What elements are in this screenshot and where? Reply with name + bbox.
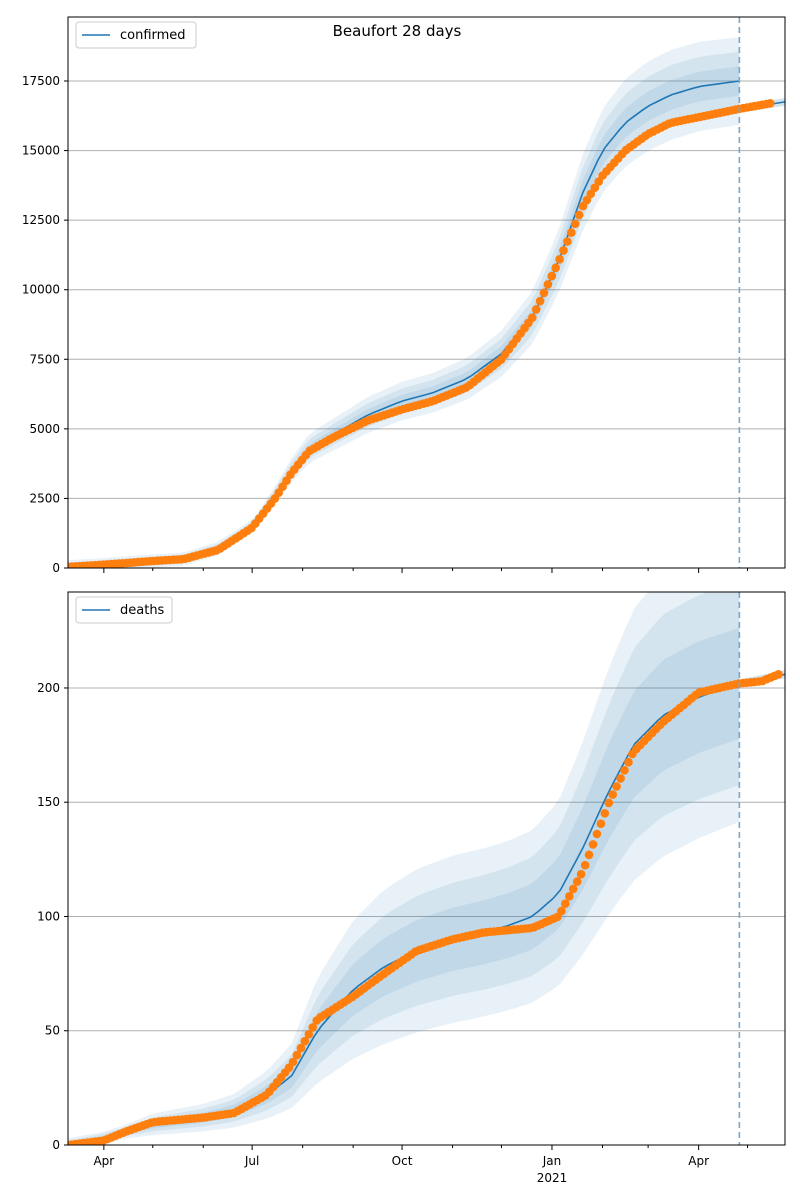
confirmed-observed-point xyxy=(590,183,600,192)
chart-title: Beaufort 28 days xyxy=(333,22,462,40)
deaths-ytick-label: 50 xyxy=(45,1024,60,1038)
confirmed-ytick-label: 0 xyxy=(52,561,60,575)
confirmed-observed-point xyxy=(586,189,596,199)
deaths-legend-box xyxy=(75,596,173,624)
deaths-observed-point xyxy=(308,1023,318,1032)
deaths-confidence-band xyxy=(68,628,740,1145)
deaths-observed-point xyxy=(557,906,566,916)
confirmed-panel: 0 2500 5000 7500 10000 12500 15000 17500 confirm… xyxy=(22,16,786,575)
confirmed-ytick-label: 10000 xyxy=(22,283,60,297)
deaths-observed-point xyxy=(612,782,621,791)
deaths-observed-point xyxy=(608,790,617,799)
deaths-observed-point xyxy=(600,809,610,818)
confirmed-plot-area xyxy=(68,37,785,568)
confirmed-ytick-label: 17500 xyxy=(22,74,60,88)
deaths-observed-point xyxy=(565,892,574,901)
deaths-observed-point xyxy=(604,798,614,808)
confirmed-observed-point xyxy=(582,195,592,205)
deaths-panel: 0 50 100 150 200 deaths xyxy=(37,591,786,1152)
confirmed-observed-point xyxy=(574,210,584,220)
deaths-observed-point xyxy=(774,670,783,679)
deaths-plot-area xyxy=(68,592,785,1145)
deaths-ytick-label: 0 xyxy=(52,1138,60,1152)
confirmed-legend: confirmed xyxy=(75,21,197,49)
confirmed-observed-point xyxy=(766,99,775,108)
deaths-observed-point xyxy=(300,1036,310,1046)
confirmed-confidence-band xyxy=(68,37,740,568)
confirmed-observed-point xyxy=(559,246,568,255)
xtick-label: Apr xyxy=(688,1154,709,1168)
confirmed-legend-label: confirmed xyxy=(120,28,186,43)
confirmed-confidence-band xyxy=(68,51,740,568)
confirmed-observed-point xyxy=(539,288,549,298)
deaths-axes-frame xyxy=(67,591,786,1146)
xtick-label: Jan xyxy=(542,1154,562,1168)
x-axis-labels: Apr Jul Oct Jan 2021 Apr xyxy=(93,1154,709,1185)
confirmed-ytick-label: 15000 xyxy=(22,144,60,158)
confirmed-observed-points xyxy=(68,99,775,568)
deaths-ytick-label: 150 xyxy=(37,795,60,809)
deaths-observed-point xyxy=(288,1057,298,1067)
deaths-observed-point xyxy=(292,1050,302,1060)
deaths-confidence-band xyxy=(68,592,740,1145)
confirmed-observed-point xyxy=(567,228,576,237)
deaths-observed-point xyxy=(592,829,602,839)
deaths-observed-point xyxy=(588,840,598,849)
confirmed-observed-point xyxy=(528,313,537,323)
confirmed-observed-point xyxy=(535,296,545,306)
deaths-observed-point xyxy=(296,1043,306,1053)
deaths-observed-points xyxy=(68,670,783,1145)
deaths-observed-point xyxy=(304,1030,314,1039)
deaths-confidence-band xyxy=(68,592,740,1145)
deaths-observed-point xyxy=(584,850,594,860)
deaths-observed-point xyxy=(580,860,590,870)
confirmed-ytick-label: 7500 xyxy=(29,352,60,366)
confirmed-legend-box xyxy=(75,21,197,49)
confirmed-observed-point xyxy=(531,305,541,314)
xtick-label: Jul xyxy=(244,1154,259,1168)
confirmed-observed-point xyxy=(555,254,564,264)
confirmed-axes-frame xyxy=(67,16,786,569)
confirmed-ytick-label: 5000 xyxy=(29,422,60,436)
confirmed-observed-point xyxy=(543,280,553,289)
confirmed-observed-point xyxy=(570,219,580,229)
deaths-ytick-label: 200 xyxy=(37,681,60,695)
confirmed-observed-point xyxy=(547,271,557,281)
confirmed-ytick-label: 2500 xyxy=(29,491,60,505)
deaths-legend: deaths xyxy=(75,596,173,624)
xtick-label: Apr xyxy=(93,1154,114,1168)
deaths-legend-label: deaths xyxy=(120,603,165,618)
deaths-observed-point xyxy=(576,869,586,879)
deaths-observed-point xyxy=(596,819,606,828)
deaths-observed-point xyxy=(624,757,633,767)
deaths-observed-point xyxy=(616,774,625,783)
confirmed-observed-point xyxy=(578,201,588,211)
xtick-year-label: 2021 xyxy=(537,1171,568,1185)
confirmed-observed-point xyxy=(551,263,560,273)
xtick-label: Oct xyxy=(392,1154,413,1168)
deaths-observed-point xyxy=(620,766,629,775)
deaths-observed-point xyxy=(572,877,582,886)
confirmed-observed-point xyxy=(563,237,572,246)
deaths-observed-point xyxy=(568,884,578,894)
deaths-ytick-label: 100 xyxy=(37,909,60,923)
deaths-observed-point xyxy=(561,899,570,908)
confirmed-ytick-label: 12500 xyxy=(22,213,60,227)
